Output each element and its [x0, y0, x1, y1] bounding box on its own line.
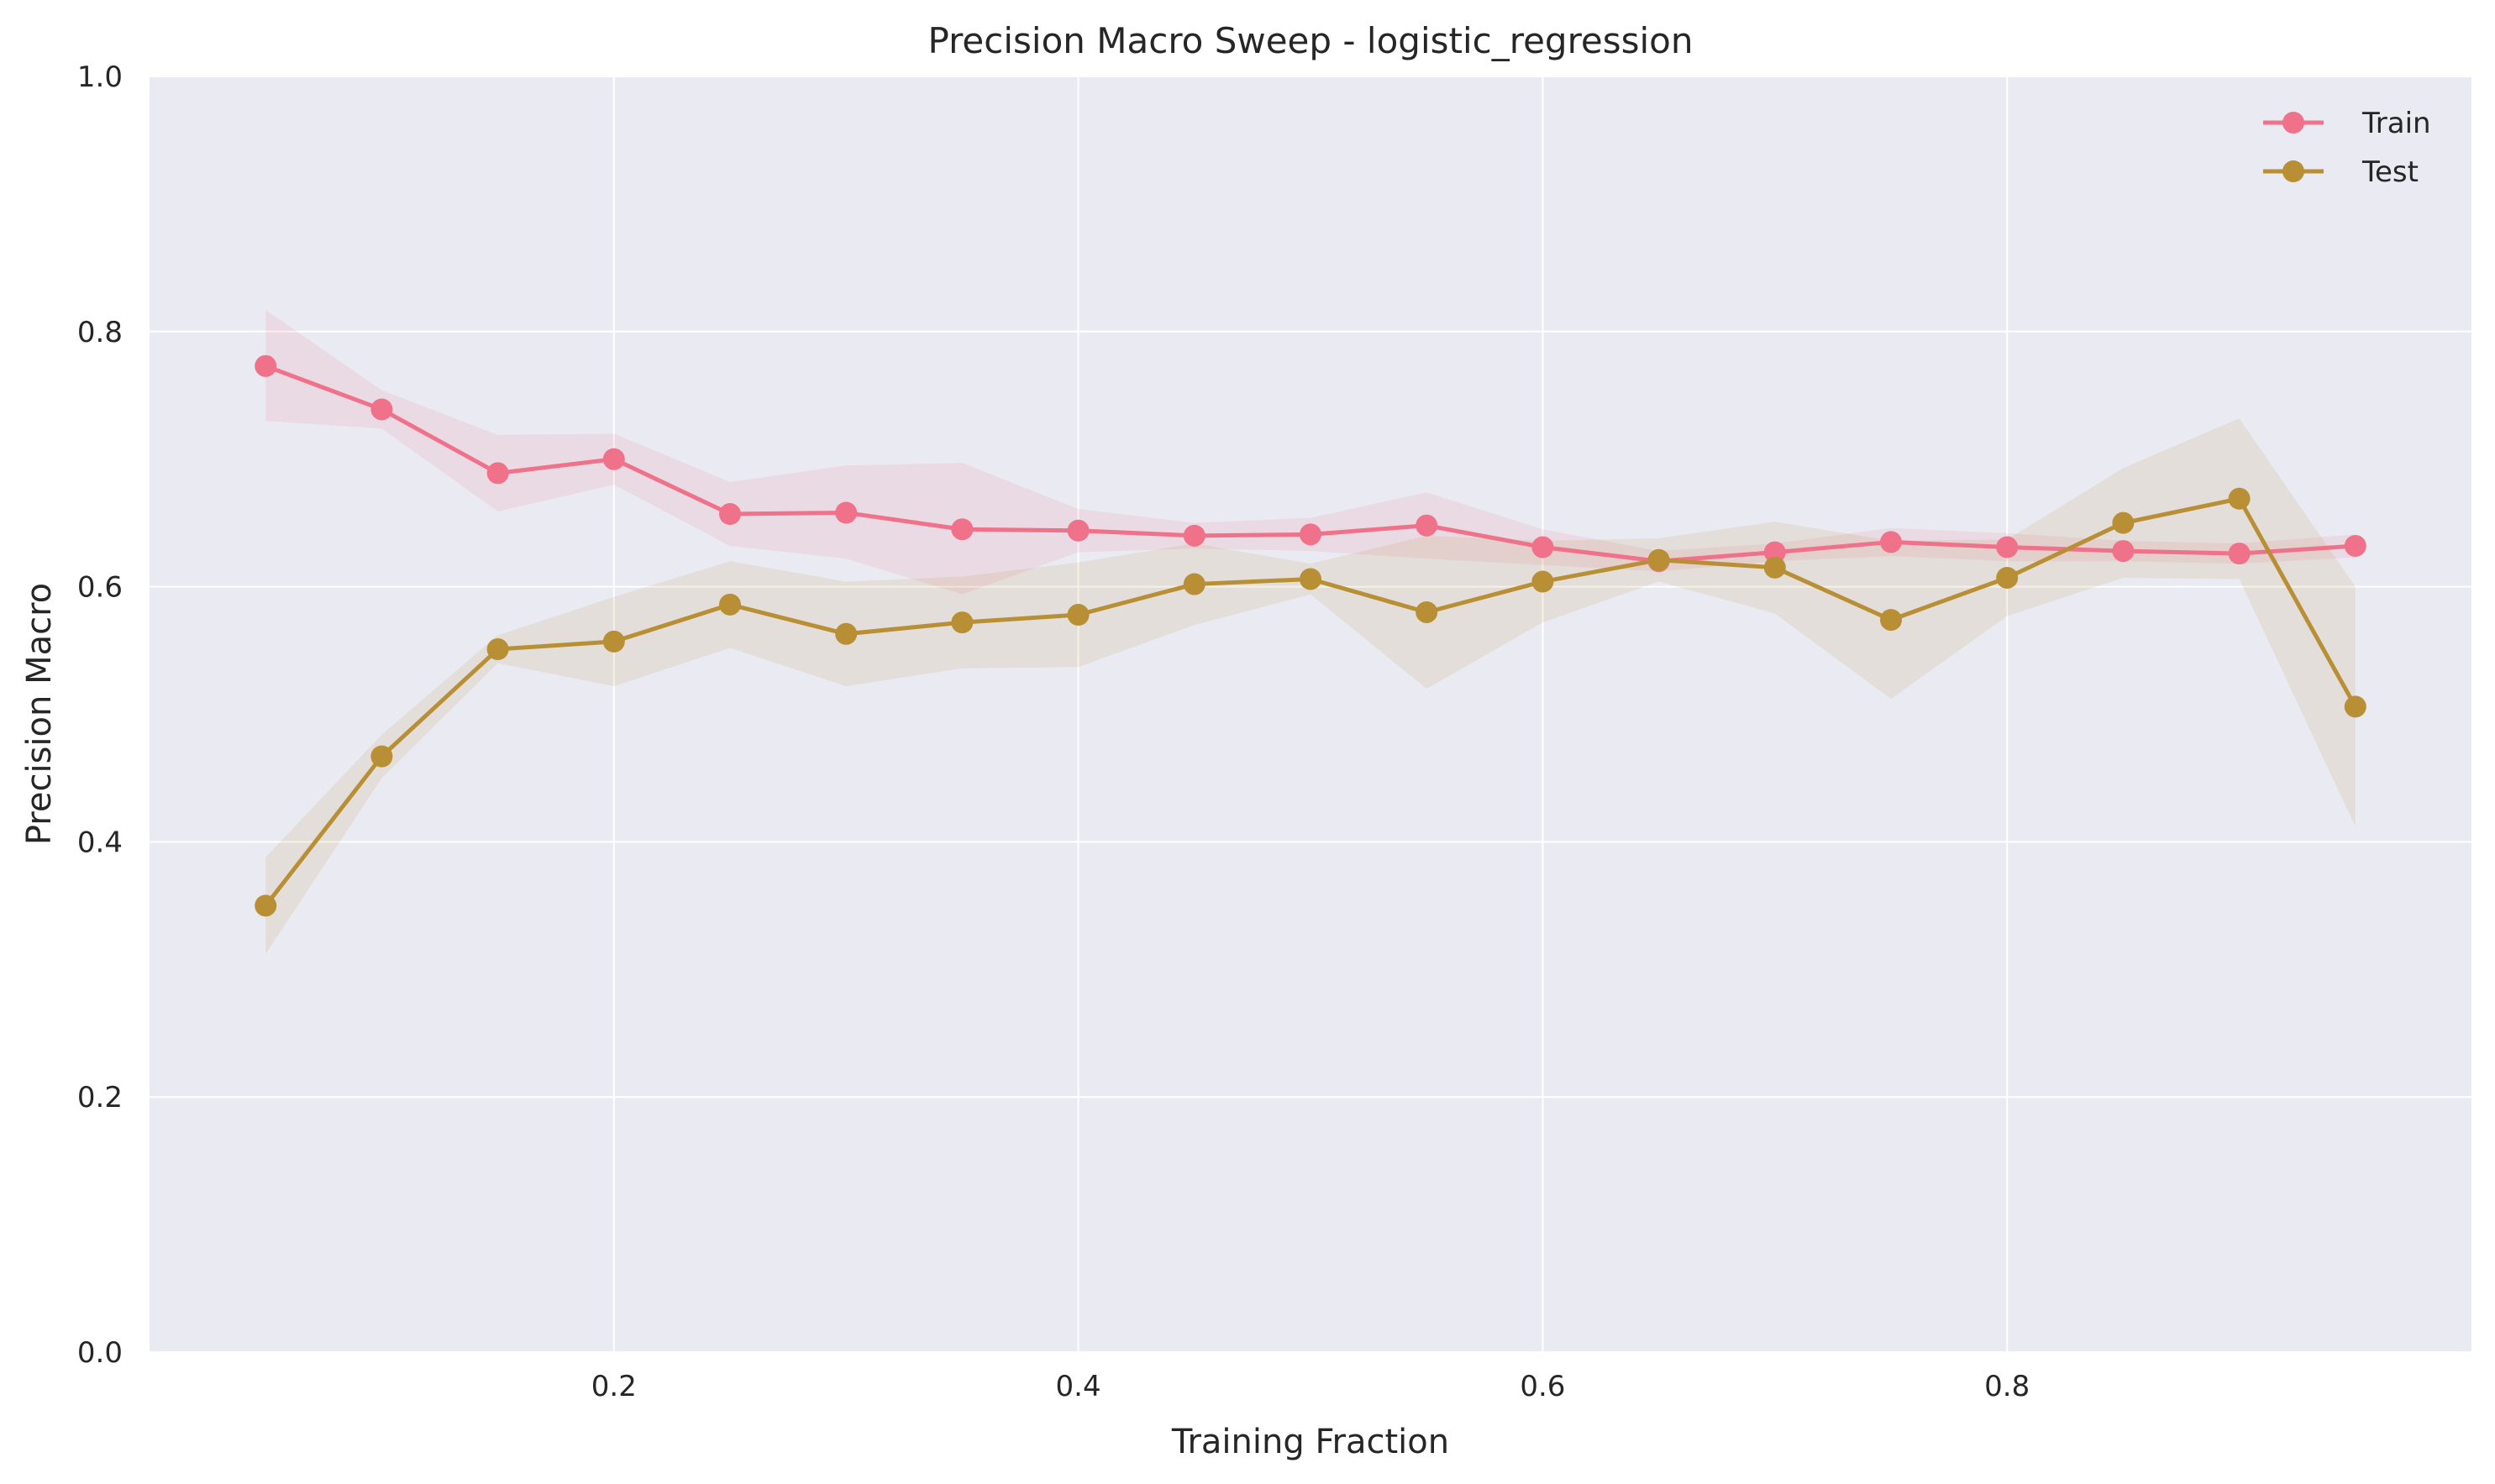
test-data-point	[370, 745, 393, 768]
test-data-point	[719, 593, 741, 616]
legend-test-marker	[2282, 160, 2304, 182]
test-data-point	[835, 622, 858, 645]
train-data-point	[370, 398, 393, 421]
y-tick-label: 1.0	[77, 60, 123, 94]
train-data-point	[2112, 540, 2135, 563]
series-points	[255, 354, 2366, 917]
test-data-point	[486, 638, 509, 661]
x-tick-label: 0.8	[1984, 1370, 2030, 1403]
train-data-point	[1763, 541, 1786, 564]
test-data-point	[1067, 604, 1090, 627]
test-data-point	[1416, 600, 1438, 623]
test-data-point	[1763, 556, 1786, 579]
x-axis-label: Training Fraction	[1171, 1423, 1449, 1461]
train-data-point	[1880, 531, 1902, 553]
train-data-point	[1300, 523, 1321, 546]
test-data-point	[2228, 487, 2251, 510]
y-tick-label: 0.2	[77, 1081, 123, 1114]
test-data-point	[2112, 511, 2135, 534]
test-confidence-band	[265, 418, 2356, 955]
test-data-point	[951, 611, 974, 634]
x-tick-label: 0.4	[1056, 1370, 1101, 1403]
legend-train-marker	[2282, 112, 2304, 134]
train-data-point	[602, 448, 625, 470]
x-tick-label: 0.2	[591, 1370, 637, 1403]
test-data-point	[1647, 548, 1670, 571]
legend: Train Test	[2263, 107, 2431, 189]
legend-test-label: Test	[2361, 155, 2419, 189]
train-data-point	[2228, 543, 2251, 565]
y-tick-label: 0.6	[77, 571, 123, 605]
test-data-point	[602, 630, 625, 653]
train-data-point	[2344, 534, 2366, 557]
y-tick-label: 0.8	[77, 316, 123, 349]
train-data-point	[1416, 514, 1438, 537]
grid-lines	[150, 76, 2471, 1353]
train-data-point	[719, 503, 741, 526]
test-data-point	[1183, 573, 1205, 595]
train-data-point	[1996, 536, 2019, 558]
y-tick-labels: 0.0 0.2 0.4 0.6 0.8 1.0	[77, 60, 123, 1370]
train-data-point	[255, 354, 277, 377]
train-data-point	[1531, 536, 1554, 558]
train-confidence-band	[265, 309, 2356, 595]
y-tick-label: 0.4	[77, 826, 123, 859]
y-axis-label: Precision Macro	[20, 583, 59, 845]
x-tick-labels: 0.2 0.4 0.6 0.8	[591, 1370, 2030, 1403]
train-data-point	[486, 462, 509, 485]
test-data-point	[2344, 695, 2366, 718]
y-tick-label: 0.0	[77, 1336, 123, 1370]
train-data-point	[1067, 519, 1090, 542]
confidence-bands	[265, 309, 2356, 955]
test-data-point	[1531, 570, 1554, 593]
x-tick-label: 0.6	[1520, 1370, 1565, 1403]
test-data-point	[255, 894, 277, 917]
train-data-point	[835, 501, 858, 524]
test-data-point	[1996, 566, 2019, 589]
test-data-point	[1300, 568, 1321, 590]
train-data-point	[1183, 524, 1205, 547]
legend-train-label: Train	[2361, 107, 2431, 140]
chart-title: Precision Macro Sweep - logistic_regress…	[928, 20, 1694, 61]
test-data-point	[1880, 609, 1902, 632]
plot-background	[150, 76, 2471, 1352]
train-data-point	[951, 518, 974, 541]
